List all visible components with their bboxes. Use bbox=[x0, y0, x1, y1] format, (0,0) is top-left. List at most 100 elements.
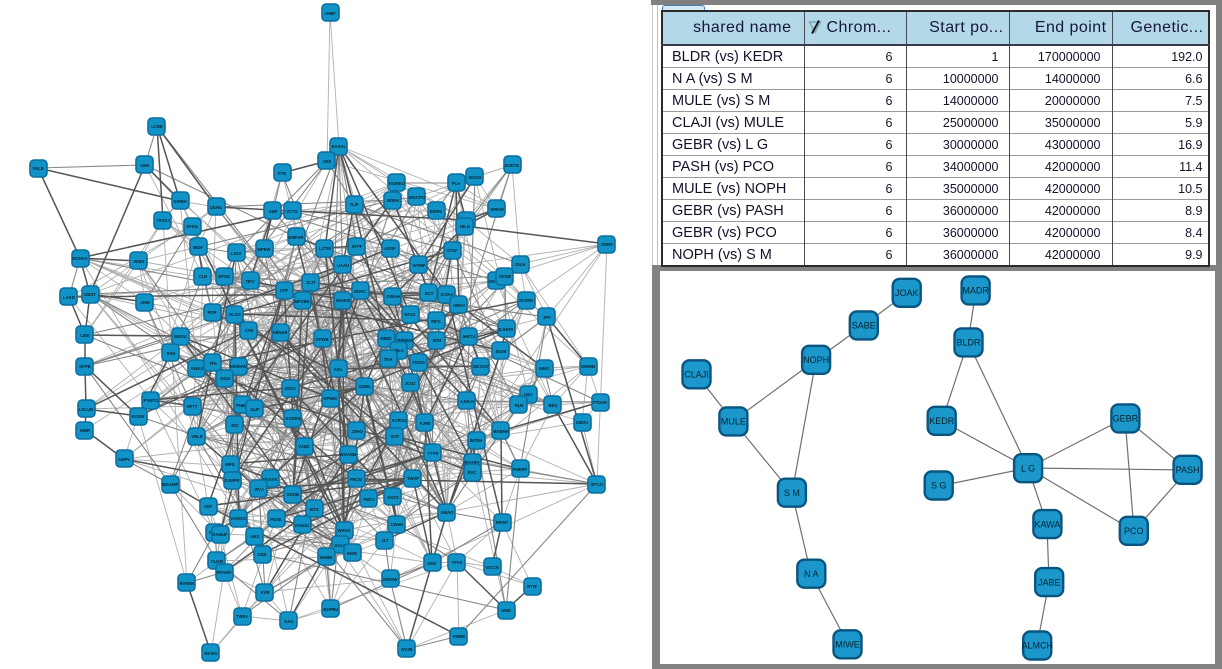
svg-text:UMD: UMD bbox=[501, 608, 511, 613]
svg-text:VEIOU: VEIOU bbox=[173, 334, 186, 339]
svg-text:PMME: PMME bbox=[453, 634, 466, 639]
svg-text:JSHO: JSHO bbox=[351, 429, 363, 434]
svg-text:KEDR: KEDR bbox=[929, 416, 955, 426]
svg-text:SABE: SABE bbox=[852, 321, 876, 331]
svg-text:KGHOC: KGHOC bbox=[231, 516, 247, 521]
svg-text:AWAO: AWAO bbox=[441, 510, 455, 515]
svg-text:GDML: GDML bbox=[359, 384, 372, 389]
svg-text:NWEHW: NWEHW bbox=[230, 364, 247, 369]
svg-text:OTAF: OTAF bbox=[446, 248, 458, 253]
svg-text:LCTM: LCTM bbox=[319, 246, 331, 251]
svg-text:CUAR: CUAR bbox=[211, 559, 223, 564]
svg-text:JPV: JPV bbox=[543, 315, 551, 320]
svg-text:WHBE: WHBE bbox=[320, 555, 333, 560]
svg-text:CLH: CLH bbox=[199, 274, 208, 279]
svg-text:MIWE: MIWE bbox=[835, 640, 860, 650]
svg-text:TIFV: TIFV bbox=[245, 279, 254, 284]
svg-text:IBGF: IBGF bbox=[193, 245, 203, 250]
svg-text:JABE: JABE bbox=[1038, 577, 1061, 587]
svg-text:PVMTG: PVMTG bbox=[144, 398, 159, 403]
svg-text:SCIWN: SCIWN bbox=[519, 298, 533, 303]
svg-text:ACPUU: ACPUU bbox=[392, 418, 407, 423]
svg-text:UAAU: UAAU bbox=[337, 263, 349, 268]
svg-text:WRVM: WRVM bbox=[490, 207, 504, 212]
svg-text:IICP: IICP bbox=[391, 434, 399, 439]
svg-text:FTDAR: FTDAR bbox=[593, 400, 607, 405]
svg-text:L G: L G bbox=[1021, 463, 1035, 473]
svg-text:MPEW: MPEW bbox=[257, 247, 270, 252]
svg-text:VKLB: VKLB bbox=[32, 166, 43, 171]
svg-text:ADSF: ADSF bbox=[384, 246, 396, 251]
svg-text:GRLA: GRLA bbox=[392, 348, 404, 353]
svg-text:RRWT: RRWT bbox=[496, 520, 509, 525]
svg-text:LCBE: LCBE bbox=[151, 124, 163, 129]
svg-text:UHK: UHK bbox=[140, 163, 149, 168]
svg-text:WTS: WTS bbox=[309, 507, 319, 512]
svg-text:LJGV: LJGV bbox=[231, 251, 242, 256]
svg-text:NOPH: NOPH bbox=[803, 355, 829, 365]
svg-text:VIWHW: VIWHW bbox=[383, 577, 398, 582]
svg-text:UGHG: UGHG bbox=[210, 205, 223, 210]
svg-text:LAKD: LAKD bbox=[63, 295, 75, 300]
svg-text:AMPV: AMPV bbox=[118, 457, 130, 462]
svg-text:GJWFR: GJWFR bbox=[224, 478, 239, 483]
svg-text:WMHM: WMHM bbox=[581, 364, 595, 369]
svg-text:OPWM: OPWM bbox=[323, 396, 337, 401]
svg-text:FMERF: FMERF bbox=[513, 467, 528, 472]
svg-text:GGN: GGN bbox=[220, 376, 230, 381]
svg-text:DEII: DEII bbox=[323, 159, 331, 164]
svg-text:OFSN: OFSN bbox=[218, 274, 230, 279]
svg-text:IGOB: IGOB bbox=[496, 349, 507, 354]
svg-text:FMTJ: FMTJ bbox=[364, 497, 376, 502]
svg-text:VWKS: VWKS bbox=[191, 366, 204, 371]
svg-text:OPWB: OPWB bbox=[315, 337, 328, 342]
svg-text:PLH: PLH bbox=[452, 181, 460, 186]
svg-text:TRSSJ: TRSSJ bbox=[156, 218, 170, 223]
svg-text:ASNJU: ASNJU bbox=[295, 523, 309, 528]
svg-text:AVU: AVU bbox=[334, 367, 343, 372]
svg-text:ENIPK: ENIPK bbox=[430, 209, 443, 214]
svg-text:BKBHH: BKBHH bbox=[493, 429, 508, 434]
svg-text:RKWU: RKWU bbox=[204, 651, 217, 656]
svg-text:JOAK: JOAK bbox=[895, 288, 919, 298]
svg-text:WVJ: WVJ bbox=[254, 487, 264, 492]
svg-text:HILN: HILN bbox=[460, 224, 470, 229]
svg-text:SEF: SEF bbox=[204, 504, 213, 509]
svg-text:HLGS: HLGS bbox=[229, 312, 241, 317]
svg-text:BLDR: BLDR bbox=[956, 338, 981, 348]
svg-text:AMF: AMF bbox=[268, 209, 278, 214]
svg-text:KVR: KVR bbox=[261, 590, 270, 595]
svg-text:KWBH: KWBH bbox=[173, 199, 186, 204]
svg-text:HRKV: HRKV bbox=[453, 303, 465, 308]
svg-text:FJFB: FJFB bbox=[420, 421, 430, 426]
svg-text:NINO: NINO bbox=[539, 366, 550, 371]
svg-text:LIEE: LIEE bbox=[80, 333, 90, 338]
svg-text:INTRH: INTRH bbox=[470, 438, 483, 443]
svg-text:TWAP: TWAP bbox=[407, 476, 419, 481]
svg-text:EFJO: EFJO bbox=[405, 312, 417, 317]
svg-text:RSH: RSH bbox=[167, 351, 176, 356]
svg-text:UKS: UKS bbox=[251, 534, 260, 539]
svg-text:NIBR: NIBR bbox=[80, 428, 90, 433]
svg-text:FBCM: FBCM bbox=[350, 477, 363, 482]
svg-text:GALIU: GALIU bbox=[334, 543, 347, 548]
svg-text:WVMF: WVMF bbox=[413, 263, 426, 268]
svg-text:NVJB: NVJB bbox=[401, 647, 412, 652]
svg-text:SFKN: SFKN bbox=[186, 224, 197, 229]
svg-text:RVRNK: RVRNK bbox=[180, 581, 195, 586]
svg-text:HFTT: HFTT bbox=[187, 404, 198, 409]
svg-text:S M: S M bbox=[784, 488, 800, 498]
svg-text:NTW: NTW bbox=[527, 584, 537, 589]
svg-text:JHW: JHW bbox=[140, 300, 149, 305]
svg-text:CTH: CTH bbox=[245, 328, 254, 333]
svg-text:ICJT: ICJT bbox=[306, 280, 316, 285]
svg-text:RLR: RLR bbox=[515, 403, 524, 408]
svg-text:BDEH: BDEH bbox=[387, 198, 399, 203]
svg-text:TFVV: TFVV bbox=[452, 560, 463, 565]
svg-text:JDGO: JDGO bbox=[284, 386, 297, 391]
svg-text:MADR: MADR bbox=[962, 286, 989, 296]
svg-text:CFF: CFF bbox=[280, 288, 289, 293]
svg-text:BEO: BEO bbox=[548, 403, 558, 408]
svg-text:PDSE: PDSE bbox=[270, 517, 282, 522]
svg-text:VCTG: VCTG bbox=[286, 209, 298, 214]
